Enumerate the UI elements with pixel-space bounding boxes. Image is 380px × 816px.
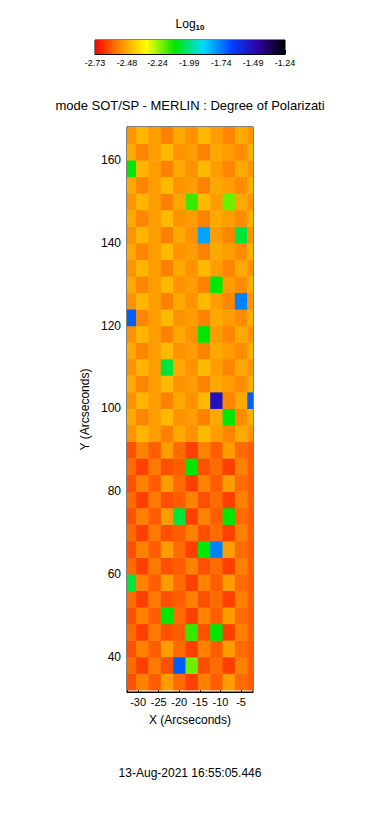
svg-text:140: 140 bbox=[101, 236, 121, 250]
svg-text:-30: -30 bbox=[130, 696, 146, 708]
svg-text:-5: -5 bbox=[236, 696, 246, 708]
svg-text:-2.24: -2.24 bbox=[147, 58, 168, 68]
svg-text:-1.99: -1.99 bbox=[179, 58, 200, 68]
svg-text:60: 60 bbox=[108, 567, 122, 581]
svg-text:100: 100 bbox=[101, 401, 121, 415]
svg-text:Log: Log bbox=[176, 17, 196, 31]
svg-text:13-Aug-2021 16:55:05.446: 13-Aug-2021 16:55:05.446 bbox=[119, 766, 262, 780]
svg-text:-25: -25 bbox=[151, 696, 167, 708]
svg-text:-1.49: -1.49 bbox=[243, 58, 264, 68]
svg-text:X (Arcseconds): X (Arcseconds) bbox=[149, 713, 231, 727]
svg-text:-2.73: -2.73 bbox=[85, 58, 106, 68]
svg-text:-2.48: -2.48 bbox=[117, 58, 138, 68]
svg-text:-10: -10 bbox=[213, 696, 229, 708]
svg-text:mode SOT/SP - MERLIN : Degree: mode SOT/SP - MERLIN : Degree of Polariz… bbox=[55, 98, 324, 113]
svg-text:120: 120 bbox=[101, 319, 121, 333]
svg-text:-15: -15 bbox=[192, 696, 208, 708]
svg-text:160: 160 bbox=[101, 153, 121, 167]
svg-text:-20: -20 bbox=[171, 696, 187, 708]
svg-text:40: 40 bbox=[108, 650, 122, 664]
svg-text:Y (Arcseconds): Y (Arcseconds) bbox=[78, 369, 92, 451]
svg-text:-1.24: -1.24 bbox=[275, 58, 296, 68]
svg-text:80: 80 bbox=[108, 484, 122, 498]
svg-text:10: 10 bbox=[196, 23, 205, 32]
svg-text:-1.74: -1.74 bbox=[211, 58, 232, 68]
